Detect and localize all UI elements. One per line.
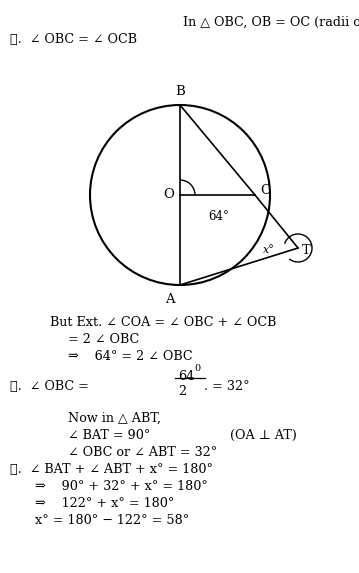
Text: ∴.  ∠ BAT + ∠ ABT + x° = 180°: ∴. ∠ BAT + ∠ ABT + x° = 180° <box>10 463 213 476</box>
Text: ∴.  ∠ OBC =: ∴. ∠ OBC = <box>10 380 89 393</box>
Text: O: O <box>163 189 174 202</box>
Text: (OA ⊥ AT): (OA ⊥ AT) <box>230 429 297 442</box>
Text: B: B <box>175 85 185 98</box>
Text: 64°: 64° <box>208 210 229 223</box>
Text: 2: 2 <box>178 385 186 398</box>
Text: ⇒    90° + 32° + x° = 180°: ⇒ 90° + 32° + x° = 180° <box>35 480 208 493</box>
Text: T: T <box>302 244 311 257</box>
Text: x° = 180° − 122° = 58°: x° = 180° − 122° = 58° <box>35 514 189 527</box>
Text: Now in △ ABT,: Now in △ ABT, <box>68 412 161 425</box>
Text: C: C <box>260 183 270 197</box>
Text: ⇒    122° + x° = 180°: ⇒ 122° + x° = 180° <box>35 497 174 510</box>
Text: In △ OBC, OB = OC (radii of same circle): In △ OBC, OB = OC (radii of same circle) <box>183 16 359 29</box>
Text: = 2 ∠ OBC: = 2 ∠ OBC <box>68 333 139 346</box>
Text: ∠ BAT = 90°: ∠ BAT = 90° <box>68 429 150 442</box>
Text: A: A <box>165 293 175 306</box>
Text: 64: 64 <box>178 370 194 383</box>
Text: x°: x° <box>263 245 275 255</box>
Text: 0: 0 <box>194 364 200 373</box>
Text: ∠ OBC or ∠ ABT = 32°: ∠ OBC or ∠ ABT = 32° <box>68 446 217 459</box>
Text: But Ext. ∠ COA = ∠ OBC + ∠ OCB: But Ext. ∠ COA = ∠ OBC + ∠ OCB <box>50 316 276 329</box>
Text: . = 32°: . = 32° <box>204 380 250 393</box>
Text: ∴.  ∠ OBC = ∠ OCB: ∴. ∠ OBC = ∠ OCB <box>10 33 137 46</box>
Text: ⇒    64° = 2 ∠ OBC: ⇒ 64° = 2 ∠ OBC <box>68 350 193 363</box>
